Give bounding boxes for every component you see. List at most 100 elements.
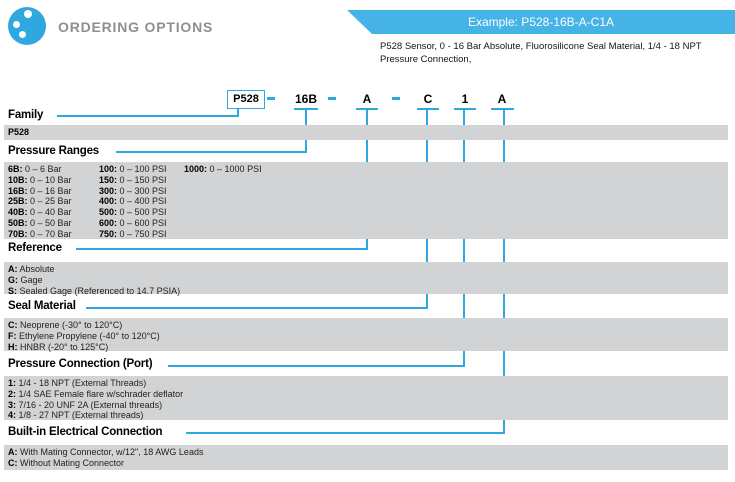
logo-dot-icon <box>19 31 26 38</box>
part-code-segment: 1 <box>461 92 469 106</box>
option-code: F: <box>8 330 17 341</box>
option-row: H: HNBR (-20° to 125°C) <box>8 341 109 352</box>
option-code: 6B: <box>8 164 23 174</box>
section-heading-pressure-connection: Pressure Connection (Port) <box>8 358 153 370</box>
option-column: A: With Mating Connector, w/12", 18 AWG … <box>8 447 203 469</box>
option-row: 50B: 0 – 50 Bar <box>8 217 72 228</box>
connector-line-family <box>57 115 239 117</box>
option-code: 500: <box>99 207 118 218</box>
option-row: 750: 0 – 750 PSI <box>99 228 167 239</box>
logo-dot-icon <box>13 21 20 28</box>
options-bar-reference: A: Absolute G: Gage S: Sealed Gage (Refere… <box>4 262 728 296</box>
option-code: 400: <box>99 196 118 207</box>
option-code: G: <box>8 274 18 285</box>
option-column: 6B: 0 – 6 Bar 10B: 0 – 10 Bar 16B: 0 – 16 … <box>8 164 72 240</box>
options-bar-electrical-connection: A: With Mating Connector, w/12", 18 AWG … <box>4 445 728 470</box>
option-row: 4: 1/8 - 27 NPT (External threads) <box>8 410 144 421</box>
option-column: A: Absolute G: Gage S: Sealed Gage (Refere… <box>8 264 180 296</box>
code-separator-dash <box>392 97 400 100</box>
option-row: 300: 0 – 300 PSI <box>99 185 167 196</box>
code-separator-dash <box>328 97 336 100</box>
option-row: 150: 0 – 150 PSI <box>99 174 167 185</box>
connector-line-electrical-connection <box>186 432 505 434</box>
option-row: C: Without Mating Connector <box>8 457 125 468</box>
option-code: 70B: <box>8 228 28 239</box>
example-banner: Example: P528-16B-A-C1A <box>347 10 735 34</box>
option-column: 1: 1/4 - 18 NPT (External Threads) 2: 1/4… <box>8 378 183 421</box>
option-code: 600: <box>99 217 118 228</box>
part-code-segment: C <box>423 92 433 106</box>
option-code: S: <box>8 285 17 296</box>
connector-line-family <box>237 108 239 117</box>
option-row: 2: 1/4 SAE Female flare w/schrader defla… <box>8 388 184 399</box>
option-code: C: <box>8 320 18 330</box>
option-code: 750: <box>99 228 118 239</box>
option-code: 10B: <box>8 174 28 185</box>
part-code-family-box: P528 <box>227 90 265 109</box>
section-heading-electrical-connection: Built-in Electrical Connection <box>8 426 163 438</box>
option-code: 1: <box>8 378 17 388</box>
option-row: 3: 7/16 - 20 UNF 2A (External threads) <box>8 399 163 410</box>
connector-line-pressure-connection <box>168 365 465 367</box>
code-underline <box>294 108 318 110</box>
part-code-segment: A <box>497 92 507 106</box>
option-code: 2: <box>8 388 17 399</box>
example-description-line: P528 Sensor, 0 - 16 Bar Absolute, Fluoro… <box>380 41 702 52</box>
connector-line-seal-material <box>86 307 428 309</box>
option-code: H: <box>8 341 18 352</box>
option-row: A: Absolute <box>8 264 55 274</box>
option-row: 40B: 0 – 40 Bar <box>8 207 72 218</box>
options-bar-pressure-connection: 1: 1/4 - 18 NPT (External Threads) 2: 1/4… <box>4 376 728 420</box>
part-code-segment: 16B <box>294 92 317 106</box>
option-row: 70B: 0 – 70 Bar <box>8 228 72 239</box>
code-separator-dash <box>267 97 275 100</box>
option-code: 1000: <box>184 164 208 174</box>
option-row: 100: 0 – 100 PSI <box>99 164 167 174</box>
option-code: 100: <box>99 164 118 174</box>
option-row: A: With Mating Connector, w/12", 18 AWG … <box>8 447 204 457</box>
options-bar-family: P528 <box>4 125 728 140</box>
option-code: 50B: <box>8 217 28 228</box>
option-column: P528 <box>8 127 29 138</box>
option-column: C: Neoprene (-30° to 120°C) F: Ethylene P… <box>8 320 160 352</box>
section-heading-pressure-ranges: Pressure Ranges <box>8 145 99 157</box>
example-banner-text: Example: P528-16B-A-C1A <box>467 15 615 29</box>
options-bar-pressure-ranges: 6B: 0 – 6 Bar 10B: 0 – 10 Bar 16B: 0 – 16 … <box>4 162 728 239</box>
option-code: 3: <box>8 399 17 410</box>
option-code: 16B: <box>8 185 28 196</box>
option-row: 400: 0 – 400 PSI <box>99 196 167 207</box>
option-code: 25B: <box>8 196 28 207</box>
option-code: 300: <box>99 185 118 196</box>
page-title: ORDERING OPTIONS <box>58 19 214 35</box>
part-code-segment: A <box>362 92 372 106</box>
brand-logo-icon <box>8 7 46 45</box>
option-code: C: <box>8 457 18 468</box>
code-underline <box>417 108 439 110</box>
example-description: P528 Sensor, 0 - 16 Bar Absolute, Fluoro… <box>380 40 730 66</box>
code-underline <box>356 108 378 110</box>
option-row: 500: 0 – 500 PSI <box>99 207 167 218</box>
code-underline <box>491 108 514 110</box>
option-code: P528 <box>8 127 30 137</box>
option-row: 1: 1/4 - 18 NPT (External Threads) <box>8 378 147 388</box>
option-row: G: Gage <box>8 274 43 285</box>
section-heading-family: Family <box>8 109 44 121</box>
section-heading-seal-material: Seal Material <box>8 300 76 312</box>
option-row: 10B: 0 – 10 Bar <box>8 174 72 185</box>
connector-line-reference <box>76 248 368 250</box>
option-row: 1000: 0 – 1000 PSI <box>184 164 262 174</box>
option-code: 4: <box>8 410 17 421</box>
section-heading-reference: Reference <box>8 242 62 254</box>
option-row: S: Sealed Gage (Referenced to 14.7 PSIA) <box>8 285 181 296</box>
option-row: 16B: 0 – 16 Bar <box>8 185 72 196</box>
code-underline <box>454 108 476 110</box>
option-code: A: <box>8 264 18 274</box>
option-row: F: Ethylene Propylene (-40° to 120°C) <box>8 330 160 341</box>
option-row: C: Neoprene (-30° to 120°C) <box>8 320 123 330</box>
option-column: 100: 0 – 100 PSI 150: 0 – 150 PSI 300: 0 –… <box>99 164 167 240</box>
option-code: A: <box>8 447 18 457</box>
option-row: 600: 0 – 600 PSI <box>99 217 167 228</box>
option-row: 6B: 0 – 6 Bar <box>8 164 62 174</box>
logo-dot-icon <box>24 10 32 18</box>
option-code: 150: <box>99 174 118 185</box>
